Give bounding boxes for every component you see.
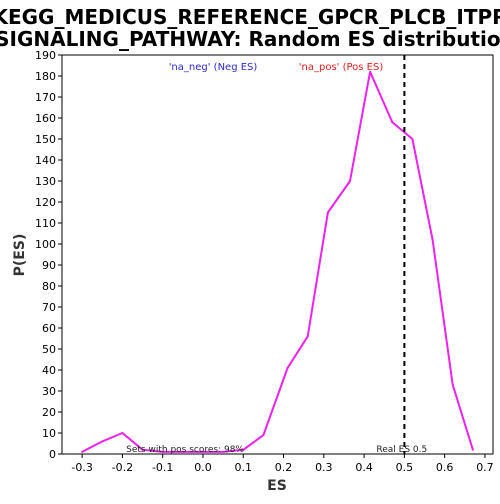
x-tick-label: 0.6 <box>436 461 454 474</box>
es-data-point <box>101 440 104 443</box>
x-tick-label: -0.1 <box>152 461 173 474</box>
y-tick-label: 70 <box>42 301 56 314</box>
y-tick-label: 120 <box>35 196 56 209</box>
y-tick-label: 80 <box>42 280 56 293</box>
es-data-point <box>262 434 265 437</box>
es-data-point <box>431 238 434 241</box>
pos-scores-annotation: Sets with pos scores: 98% <box>126 445 244 455</box>
y-tick-label: 20 <box>42 406 56 419</box>
x-axis-label: ES <box>267 478 287 494</box>
es-data-point <box>121 432 124 434</box>
es-data-point <box>391 121 394 124</box>
x-tick-label: 0.2 <box>275 461 293 474</box>
es-data-point <box>201 450 204 453</box>
y-tick-label: 140 <box>35 154 56 167</box>
chart-title-line-1: KEGG_MEDICUS_REFERENCE_GPCR_PLCB_ITPR <box>0 5 500 29</box>
es-data-point <box>222 450 225 453</box>
legend-neg-label: 'na_neg' (Neg ES) <box>169 62 258 73</box>
y-tick-label: 50 <box>42 343 56 356</box>
y-tick-label: 160 <box>35 112 56 125</box>
plot-area: 0 10 20 30 40 50 60 70 80 90 100 110 120 130 140 150 160… <box>35 49 494 474</box>
es-data-point <box>242 448 245 451</box>
x-tick-label: 0.1 <box>235 461 253 474</box>
plot-frame <box>61 54 494 455</box>
es-data-point <box>306 335 309 338</box>
legend-pos-label: 'na_pos' (Pos ES) <box>299 62 384 73</box>
es-data-point <box>81 450 84 453</box>
es-data-point <box>411 138 414 140</box>
x-tick-label: 0.3 <box>315 461 333 474</box>
y-tick-label: 90 <box>42 259 56 272</box>
es-data-point <box>326 211 329 214</box>
es-data-point <box>161 450 164 453</box>
x-tick-label: -0.3 <box>71 461 92 474</box>
es-distribution-line <box>81 70 474 453</box>
y-tick-label: 10 <box>42 427 56 440</box>
es-data-point <box>471 448 474 451</box>
x-tick-label: 0.7 <box>476 461 494 474</box>
es-data-point <box>141 448 144 451</box>
x-tick-label: 0.0 <box>194 461 212 474</box>
es-data-point <box>369 70 372 73</box>
y-tick-label: 110 <box>35 217 56 230</box>
es-data-point <box>286 366 289 369</box>
y-tick-label: 190 <box>35 49 56 62</box>
y-tick-label: 30 <box>42 385 56 398</box>
y-tick-label: 0 <box>49 448 56 461</box>
es-data-point <box>451 383 454 386</box>
y-tick-label: 100 <box>35 238 56 251</box>
y-tick-label: 130 <box>35 175 56 188</box>
y-tick-label: 40 <box>42 364 56 377</box>
es-data-point <box>349 180 352 182</box>
y-tick-label: 150 <box>35 133 56 146</box>
y-tick-label: 60 <box>42 322 56 335</box>
x-tick-label: 0.5 <box>396 461 414 474</box>
es-data-point <box>181 450 184 453</box>
y-tick-label: 180 <box>35 70 56 83</box>
real-es-label: Real ES 0.5 <box>376 445 427 455</box>
chart-title-line-2: _SIGNALING_PATHWAY: Random ES distributi… <box>0 27 500 51</box>
x-tick-label: -0.2 <box>112 461 133 474</box>
y-tick-label: 170 <box>35 91 56 104</box>
y-axis-label: P(ES) <box>12 234 28 277</box>
x-tick-label: 0.4 <box>355 461 373 474</box>
